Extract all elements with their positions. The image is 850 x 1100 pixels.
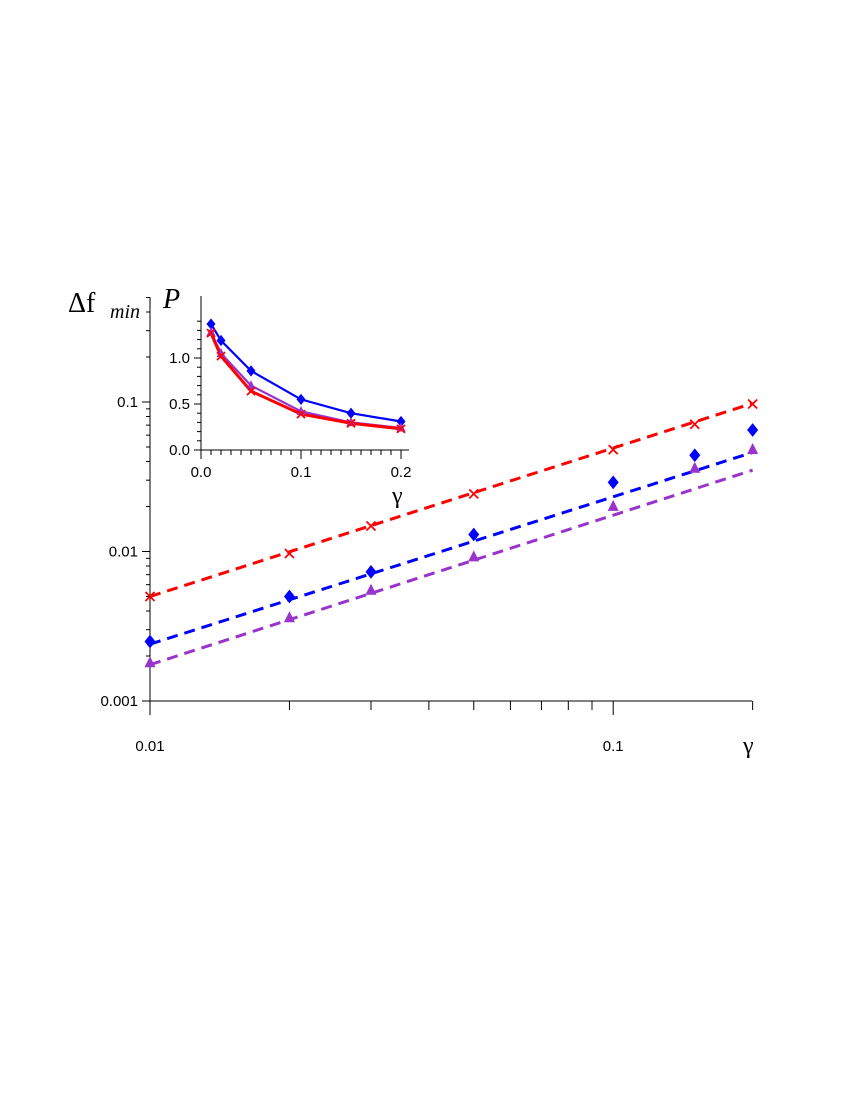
main-triangle-marker	[607, 499, 619, 511]
inset-triangle-marker	[206, 326, 216, 336]
main-y-axis-label-subscript: min	[110, 301, 140, 323]
inset-triangle-marker	[246, 380, 256, 390]
inset-x-tick-label: 0.2	[391, 464, 412, 481]
inset-diamond-marker	[296, 393, 306, 406]
inset-x-axis-label: γ	[391, 483, 403, 509]
main-x-marker	[365, 520, 377, 532]
inset-tick-labels: 0.0 0.5 1.0 0.0 0.1 0.2	[169, 350, 411, 481]
inset-y-axis-label: P	[162, 284, 180, 315]
inset-y-tick-label: 0.0	[169, 442, 190, 459]
main-y-axis-label: Δf	[68, 288, 96, 319]
main-y-tick-label: 0.001	[100, 693, 138, 710]
main-x-tick-label: 0.01	[135, 738, 164, 755]
main-triangle-marker	[689, 461, 701, 473]
main-fit-line	[149, 401, 754, 598]
inset-x-marker	[346, 418, 356, 428]
inset-x-marker	[216, 351, 226, 361]
inset-x-marker	[246, 386, 256, 396]
main-diamond-marker	[607, 475, 619, 490]
main-x-marker	[468, 488, 479, 499]
inset-triangle-marker	[396, 422, 406, 432]
inset-axes	[194, 296, 409, 459]
inset-diamond-marker	[396, 415, 406, 428]
inset-series-line	[209, 332, 402, 431]
main-x-marker	[747, 398, 758, 410]
main-diamond-marker	[283, 589, 295, 604]
main-diamond-marker	[747, 423, 759, 437]
inset-y-tick-label: 1.0	[169, 350, 190, 367]
inset-x-marker	[296, 409, 306, 419]
main-fit-line	[149, 450, 754, 646]
inset-diamond-marker	[216, 334, 226, 347]
main-triangle-marker	[468, 550, 480, 562]
inset-triangle-marker	[346, 417, 356, 426]
inset-data-points	[206, 318, 406, 434]
main-triangle-marker	[283, 611, 295, 623]
main-y-tick-label: 0.1	[117, 394, 138, 411]
main-data-points	[144, 398, 759, 668]
main-axes	[142, 297, 754, 715]
main-diamond-marker	[468, 527, 480, 542]
main-triangle-marker	[144, 656, 156, 668]
inset-diamond-marker	[346, 407, 356, 419]
main-x-axis-label: γ	[742, 733, 754, 759]
main-fit-lines	[149, 401, 754, 667]
main-diamond-marker	[365, 565, 377, 579]
inset-x-tick-label: 0.1	[291, 464, 312, 481]
main-triangle-marker	[747, 443, 759, 455]
main-x-tick-label: 0.1	[603, 738, 624, 755]
main-x-marker	[608, 444, 619, 455]
main-diamond-marker	[689, 448, 701, 463]
main-y-tick-label: 0.01	[109, 544, 138, 561]
inset-diamond-marker	[206, 318, 216, 330]
main-triangle-marker	[365, 583, 377, 595]
main-tick-labels: 0.001 0.01 0.1 0.01 0.1	[100, 394, 623, 755]
inset-x-marker	[396, 424, 406, 434]
main-fit-line	[149, 468, 754, 667]
main-diamond-marker	[144, 634, 156, 649]
main-x-marker	[144, 591, 156, 602]
inset-diamond-marker	[246, 365, 256, 377]
inset-x-tick-label: 0.0	[191, 464, 212, 481]
main-x-marker	[689, 419, 700, 430]
main-x-marker	[284, 548, 295, 559]
inset-series-lines	[209, 323, 402, 431]
inset-y-tick-label: 0.5	[169, 396, 190, 413]
inset-x-marker	[206, 328, 216, 338]
